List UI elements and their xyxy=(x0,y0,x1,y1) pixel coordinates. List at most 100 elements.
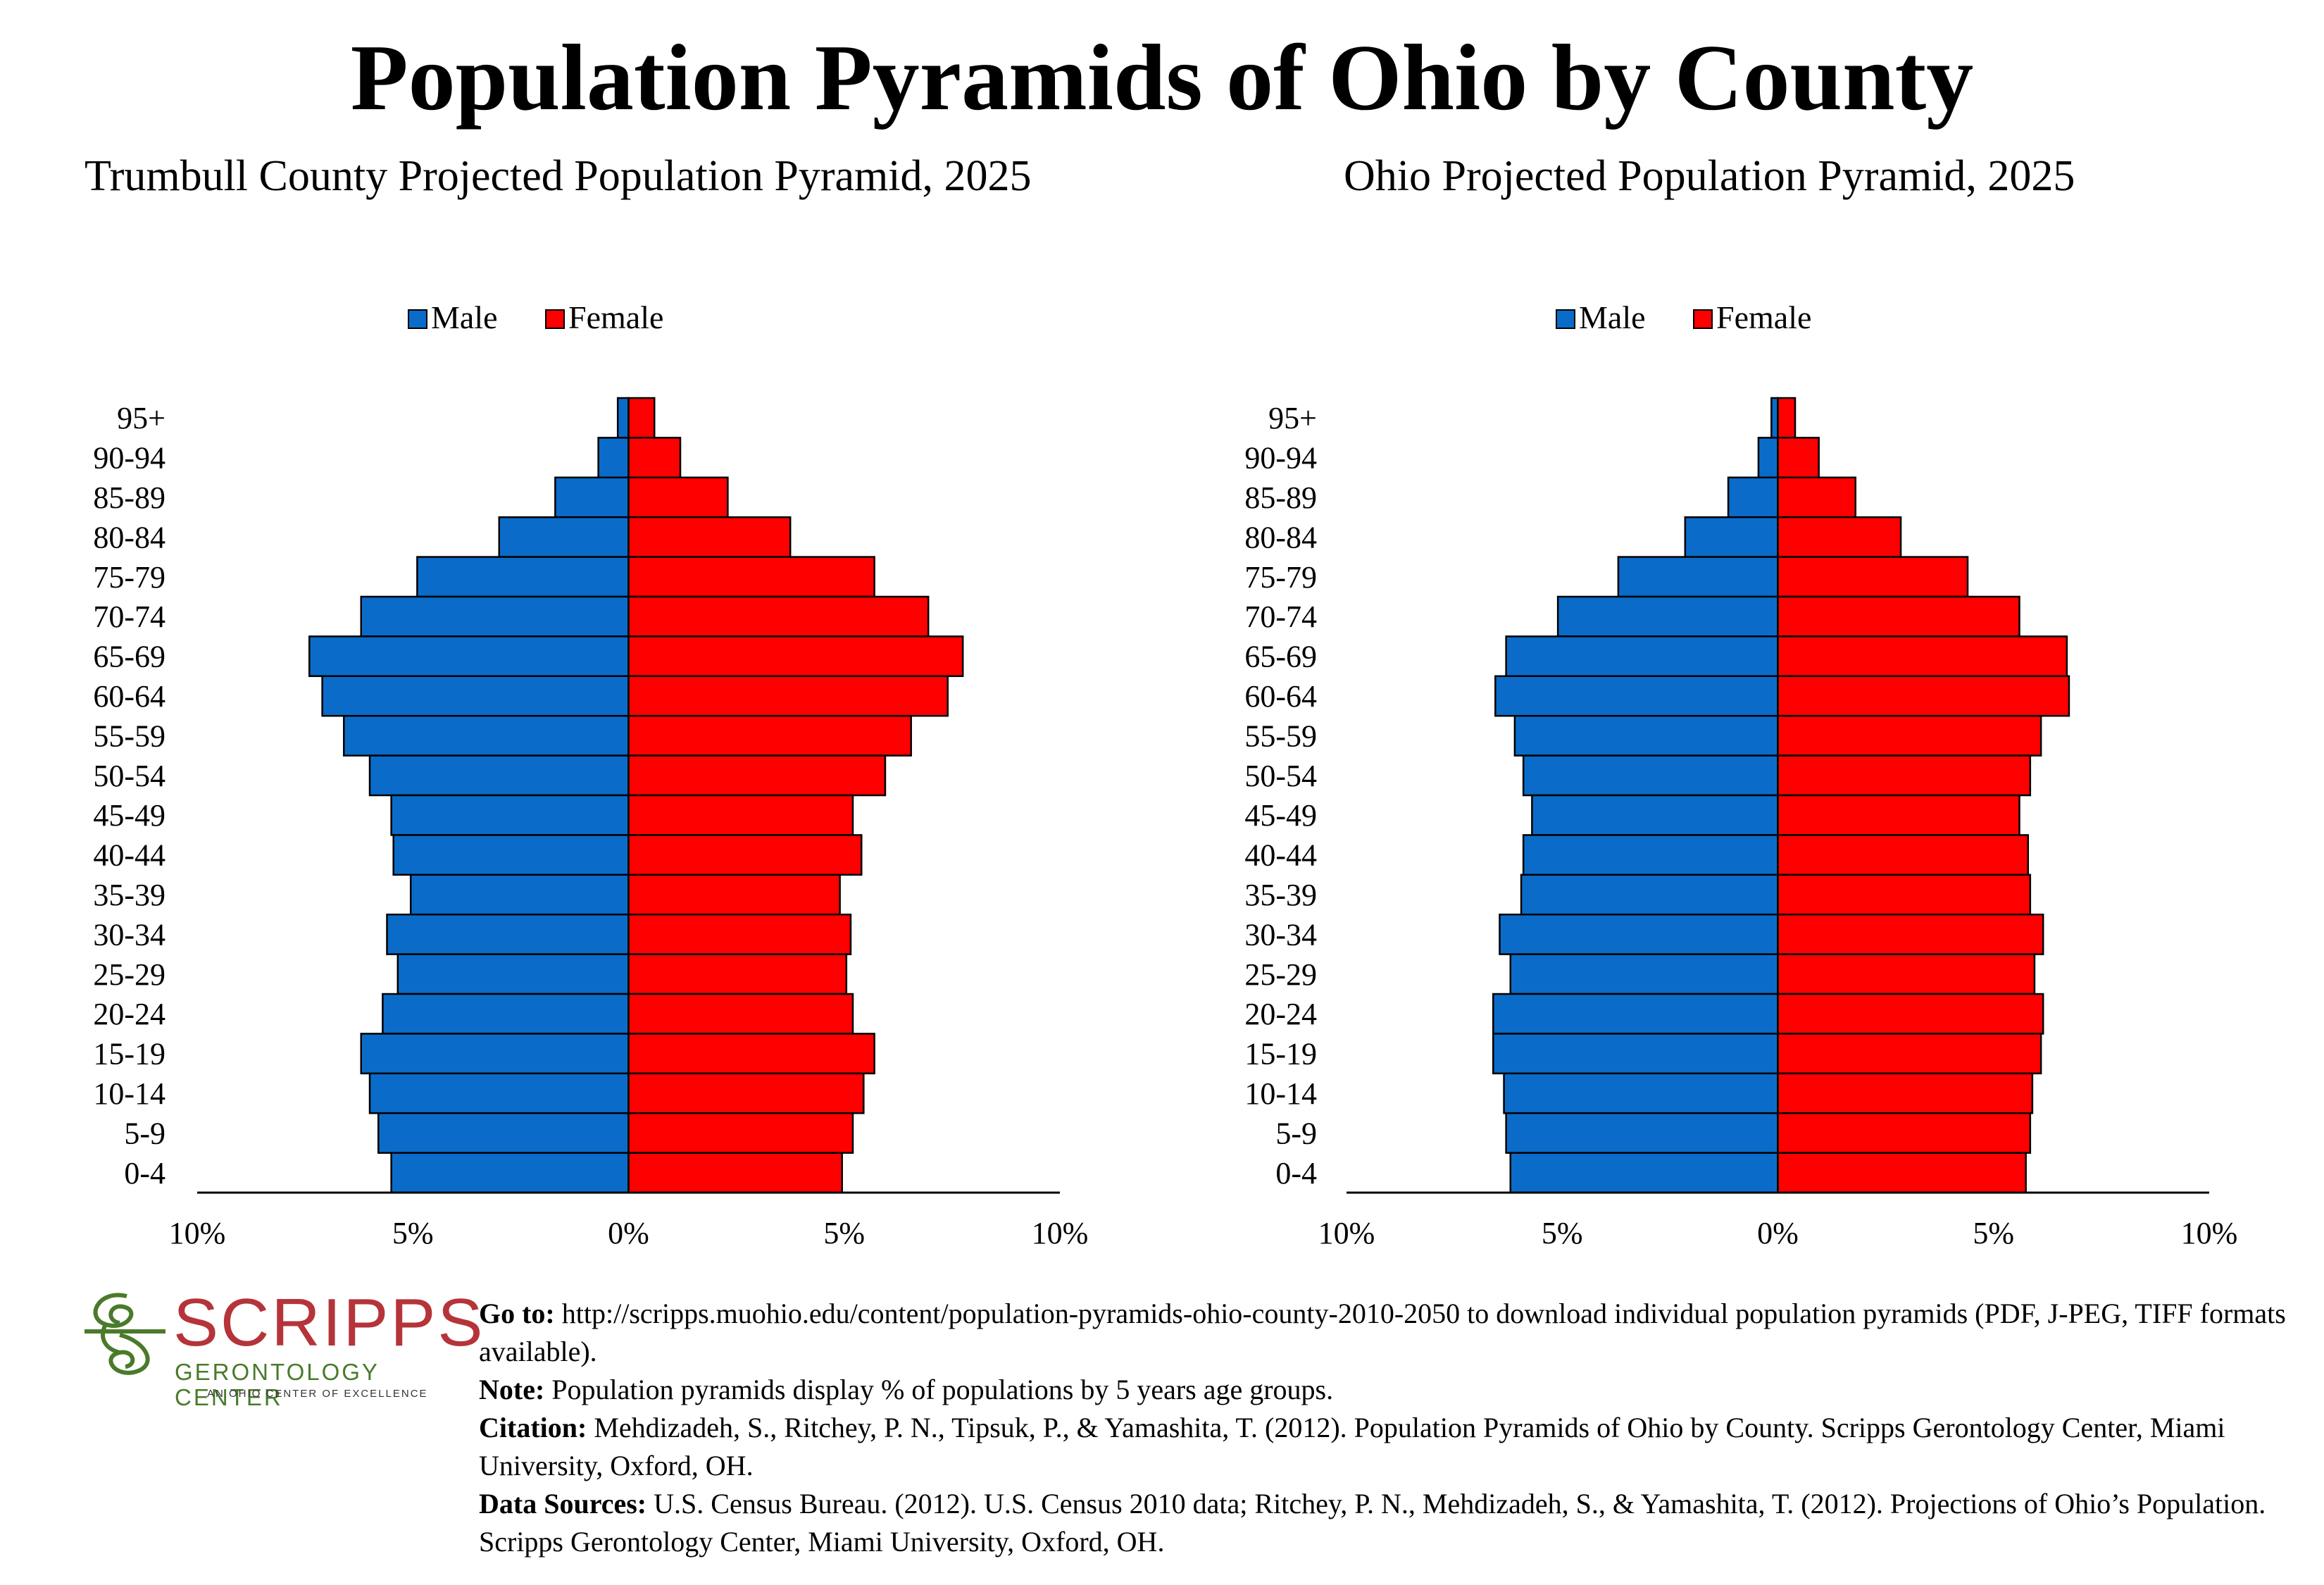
bar-male-trumbull xyxy=(616,397,630,439)
x-tick-label-trumbull: 5% xyxy=(392,1216,434,1250)
bar-male-ohio xyxy=(1513,714,1779,757)
bar-male-ohio xyxy=(1617,556,1779,598)
x-tick-label-trumbull: 10% xyxy=(169,1216,226,1250)
age-label-trumbull: 70-74 xyxy=(93,599,165,634)
age-label-trumbull: 35-39 xyxy=(93,878,165,912)
bar-female-trumbull xyxy=(627,556,875,598)
bar-female-ohio xyxy=(1777,516,1902,558)
age-label-ohio: 45-49 xyxy=(1244,798,1317,833)
age-label-trumbull: 45-49 xyxy=(93,798,165,833)
bar-female-ohio xyxy=(1777,953,2036,995)
bar-male-trumbull xyxy=(416,556,630,598)
x-tick-label-ohio: 5% xyxy=(1973,1216,2014,1250)
age-label-trumbull: 10-14 xyxy=(93,1076,165,1111)
bar-female-ohio xyxy=(1777,993,2044,1035)
bar-female-trumbull xyxy=(627,913,852,955)
bar-female-trumbull xyxy=(627,397,656,439)
bar-male-trumbull xyxy=(498,516,630,558)
age-label-ohio: 95+ xyxy=(1268,401,1317,435)
age-label-trumbull: 95+ xyxy=(117,401,165,435)
bar-male-ohio xyxy=(1505,635,1779,678)
bar-male-trumbull xyxy=(386,913,630,955)
bar-female-ohio xyxy=(1777,1033,2042,1075)
bar-male-trumbull xyxy=(360,1033,630,1075)
age-label-ohio: 65-69 xyxy=(1244,640,1317,674)
bar-female-ohio xyxy=(1777,1152,2027,1194)
bar-female-ohio xyxy=(1777,675,2070,717)
bar-male-ohio xyxy=(1531,794,1779,836)
age-label-ohio: 55-59 xyxy=(1244,719,1317,753)
age-label-ohio: 35-39 xyxy=(1244,878,1317,912)
bar-male-trumbull xyxy=(396,953,630,995)
logo-subtitle: GERONTOLOGY CENTER xyxy=(175,1359,380,1410)
x-tick-label-ohio: 10% xyxy=(2181,1216,2238,1250)
bar-female-trumbull xyxy=(627,437,682,479)
bar-male-ohio xyxy=(1520,874,1779,916)
bar-female-trumbull xyxy=(627,635,964,678)
x-tick-label-ohio: 10% xyxy=(1318,1216,1375,1250)
bar-male-ohio xyxy=(1684,516,1779,558)
logo-tagline: AN OHIO CENTER OF EXCELLENCE xyxy=(207,1388,428,1400)
bar-male-trumbull xyxy=(360,595,630,638)
age-label-ohio: 5-9 xyxy=(1275,1116,1317,1150)
bar-male-trumbull xyxy=(409,874,630,916)
bar-male-trumbull xyxy=(368,1072,630,1114)
bar-female-ohio xyxy=(1777,556,1969,598)
bar-female-trumbull xyxy=(627,714,912,757)
bar-male-ohio xyxy=(1492,1033,1779,1075)
bar-male-ohio xyxy=(1499,913,1779,955)
bar-female-ohio xyxy=(1777,874,2032,916)
bar-female-trumbull xyxy=(627,834,863,876)
x-tick-label-trumbull: 5% xyxy=(823,1216,865,1250)
age-label-ohio: 0-4 xyxy=(1275,1156,1317,1191)
age-label-trumbull: 30-34 xyxy=(93,917,165,952)
x-tick-label-trumbull: 10% xyxy=(1032,1216,1089,1250)
legend-label-female-trumbull: Female xyxy=(568,299,663,335)
chart-title-trumbull: Trumbull County Projected Population Pyr… xyxy=(85,152,1032,200)
bar-female-ohio xyxy=(1777,754,2032,797)
age-label-ohio: 25-29 xyxy=(1244,957,1317,992)
bar-female-trumbull xyxy=(627,754,887,797)
legend-label-female-ohio: Female xyxy=(1716,299,1811,335)
note-data-sources: Data Sources: U.S. Census Bureau. (2012)… xyxy=(479,1488,2266,1558)
age-label-trumbull: 40-44 xyxy=(93,838,165,873)
bar-female-trumbull xyxy=(627,874,841,916)
age-label-trumbull: 65-69 xyxy=(93,640,165,674)
bar-female-trumbull xyxy=(627,1033,875,1075)
logo-wordmark: SCRIPPS xyxy=(173,1285,485,1360)
age-label-trumbull: 20-24 xyxy=(93,997,165,1031)
age-label-ohio: 10-14 xyxy=(1244,1076,1317,1111)
bar-male-ohio xyxy=(1522,754,1779,797)
bar-female-trumbull xyxy=(627,953,848,995)
chart-title-ohio: Ohio Projected Population Pyramid, 2025 xyxy=(1344,152,2075,200)
bar-male-trumbull xyxy=(368,754,630,797)
age-label-trumbull: 25-29 xyxy=(93,957,165,992)
bar-female-ohio xyxy=(1777,397,1797,439)
bar-female-trumbull xyxy=(627,1152,843,1194)
bar-male-trumbull xyxy=(597,437,630,479)
x-tick-label-trumbull: 0% xyxy=(608,1216,649,1250)
bar-male-ohio xyxy=(1503,1072,1779,1114)
bar-female-ohio xyxy=(1777,635,2068,678)
bar-female-ohio xyxy=(1777,437,1820,479)
scripps-swirl-icon xyxy=(85,1293,165,1375)
bar-female-ohio xyxy=(1777,1112,2032,1154)
age-label-trumbull: 80-84 xyxy=(93,520,165,554)
bar-male-ohio xyxy=(1494,675,1779,717)
age-label-ohio: 50-54 xyxy=(1244,759,1317,793)
note-citation: Citation: Mehdizadeh, S., Ritchey, P. N.… xyxy=(479,1412,2225,1481)
x-tick-label-ohio: 5% xyxy=(1542,1216,1583,1250)
bar-female-ohio xyxy=(1777,913,2044,955)
bar-male-trumbull xyxy=(390,794,630,836)
bar-male-trumbull xyxy=(382,993,630,1035)
bar-female-ohio xyxy=(1777,714,2042,757)
age-label-ohio: 60-64 xyxy=(1244,679,1317,714)
bar-male-ohio xyxy=(1492,993,1779,1035)
bar-male-trumbull xyxy=(554,476,630,518)
age-label-ohio: 75-79 xyxy=(1244,560,1317,595)
bar-male-trumbull xyxy=(390,1152,630,1194)
age-label-ohio: 70-74 xyxy=(1244,599,1317,634)
bar-male-ohio xyxy=(1770,397,1779,439)
scripps-logo: SCRIPPS GERONTOLOGY CENTER AN OHIO CENTE… xyxy=(77,1282,482,1410)
age-label-trumbull: 0-4 xyxy=(124,1156,165,1191)
